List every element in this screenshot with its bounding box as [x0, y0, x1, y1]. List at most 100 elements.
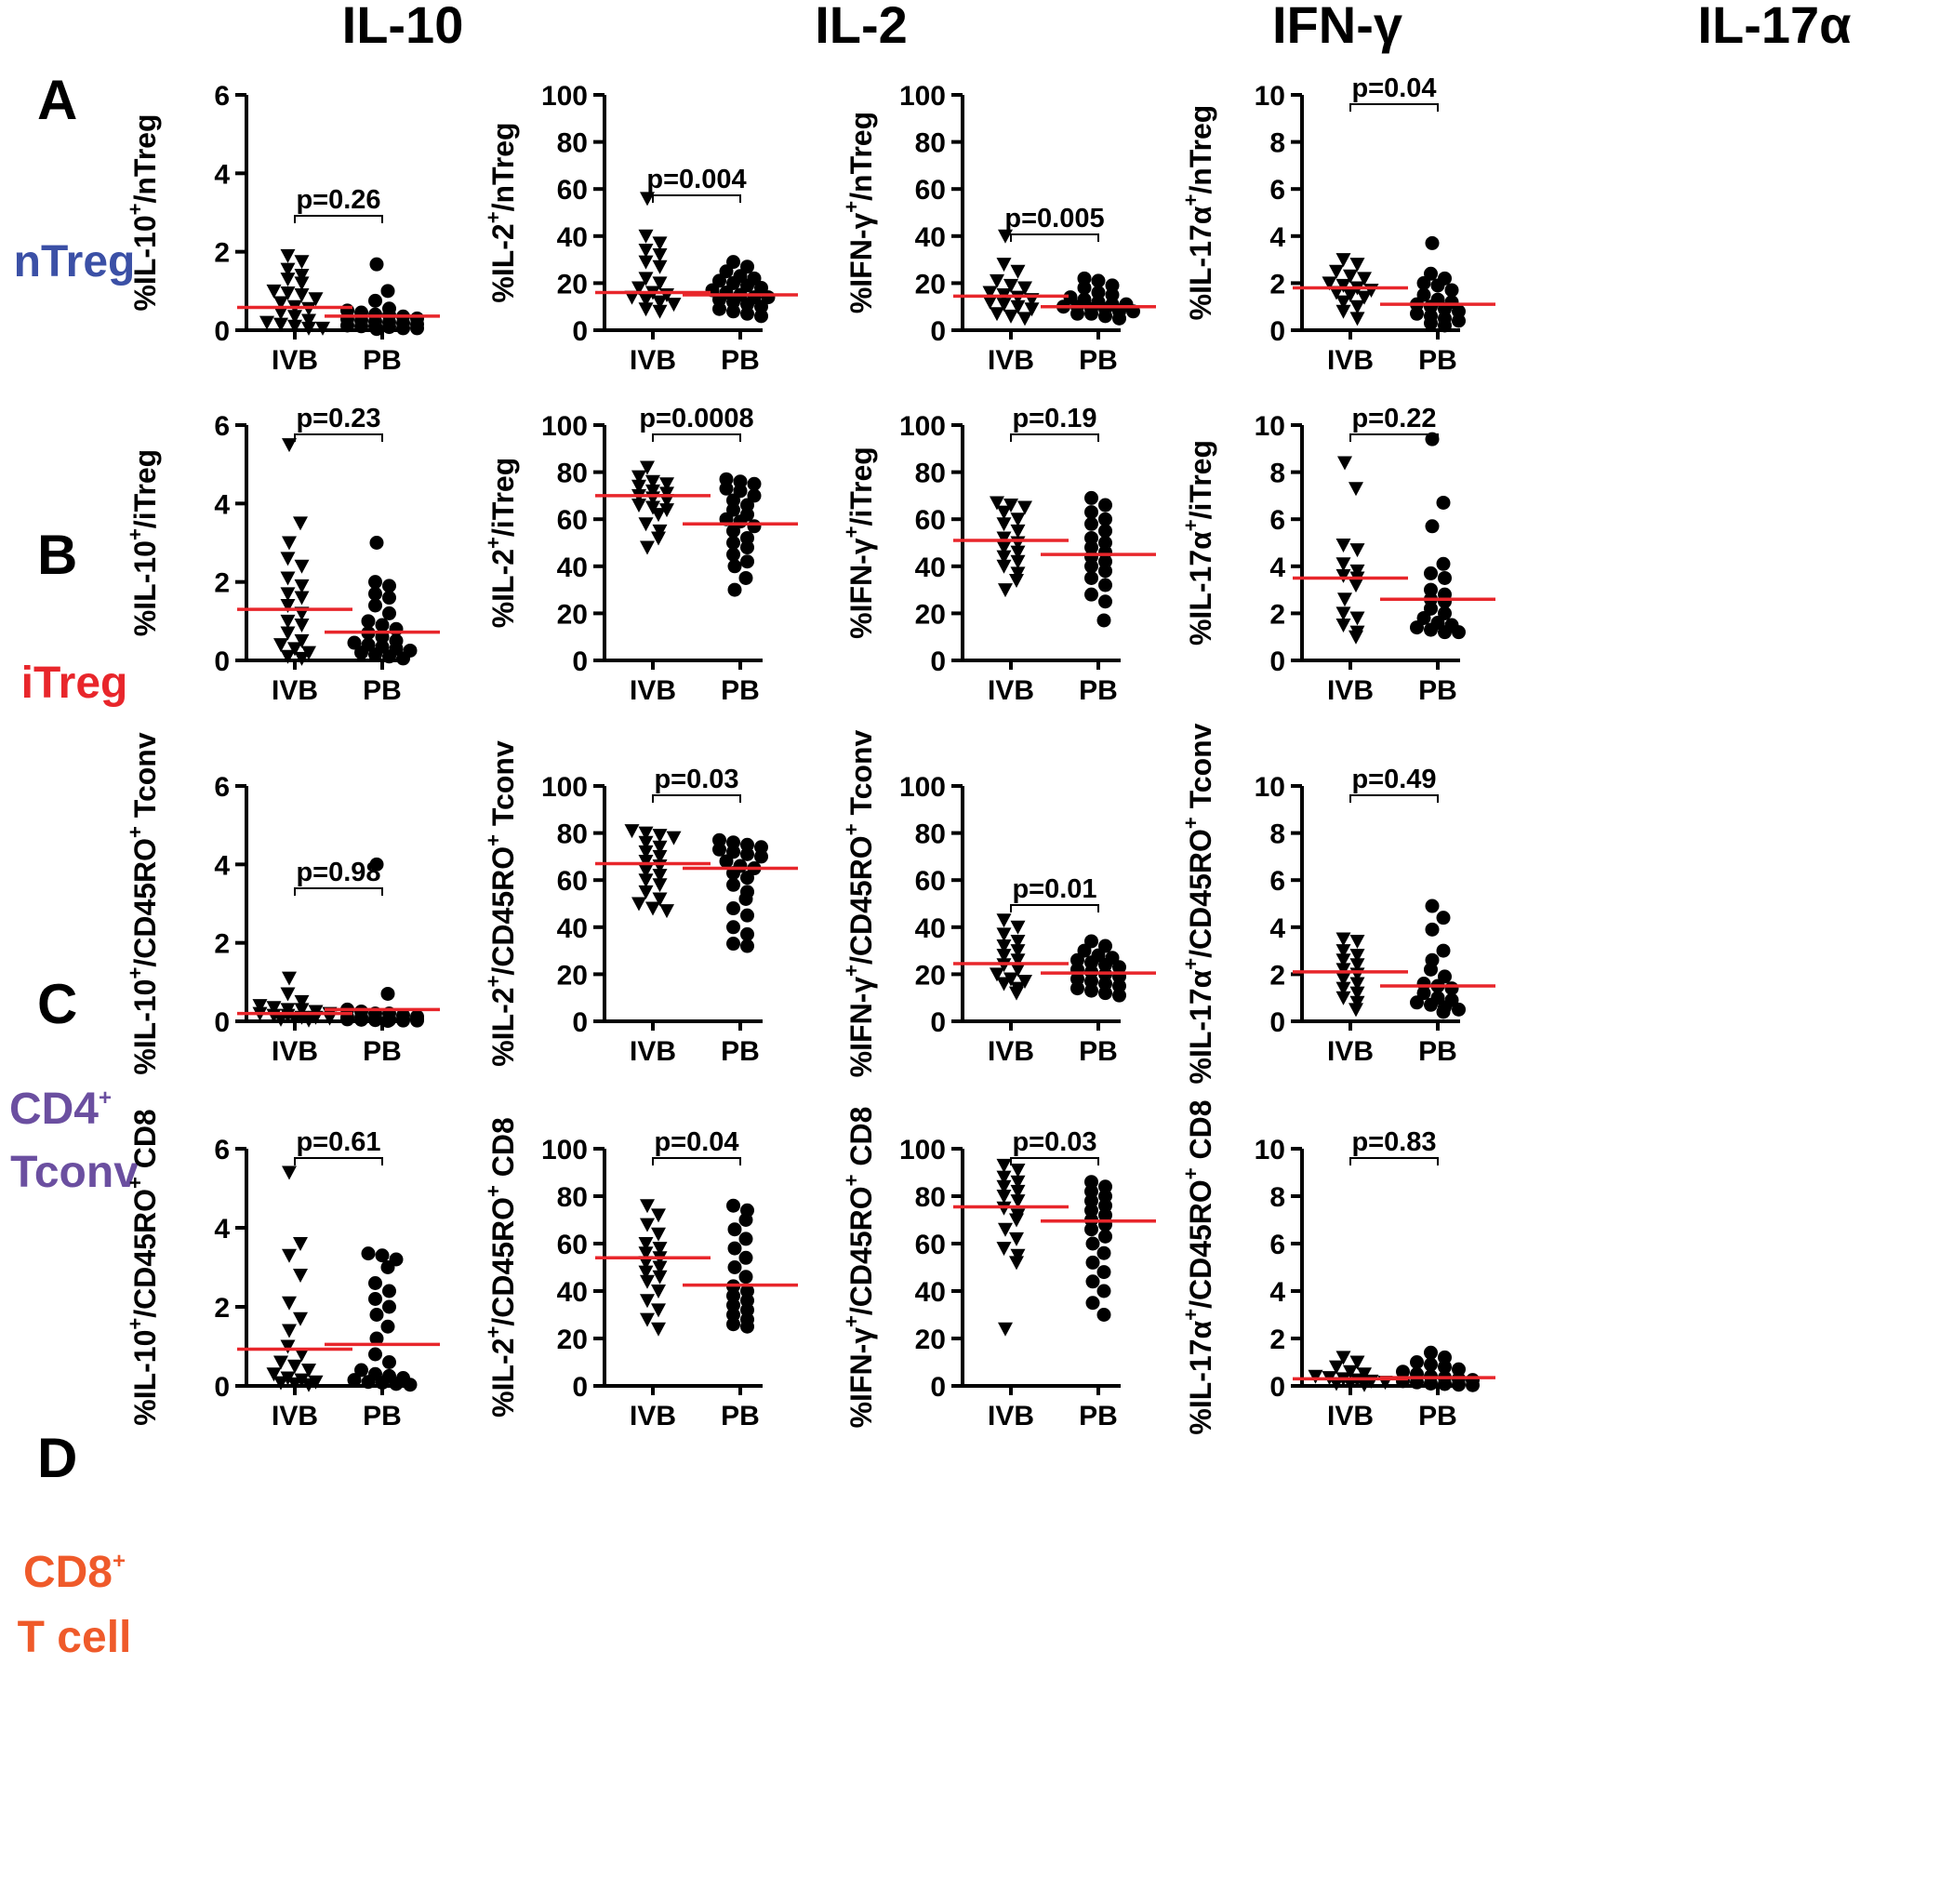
p-value-label: p=0.98: [296, 858, 380, 887]
pb-point: [1084, 490, 1098, 505]
ivb-point: [1009, 1213, 1024, 1228]
p-value-label: p=0.04: [1351, 73, 1436, 103]
ivb-point: [1024, 302, 1040, 317]
ivb-point: [990, 307, 1004, 322]
ivb-point: [1010, 1184, 1026, 1199]
y-tick-label: 100: [899, 81, 946, 112]
ivb-point: [651, 1285, 666, 1298]
y-tick-label: 4: [214, 850, 230, 881]
ivb-point: [659, 493, 674, 508]
ivb-point: [1010, 1163, 1026, 1178]
ivb-point: [996, 531, 1012, 546]
ivb-point: [1010, 944, 1026, 959]
ivb-point: [294, 288, 310, 303]
y-tick-label: 10: [1255, 411, 1285, 442]
row-letter-a: A: [37, 69, 77, 131]
ivb-point: [1010, 566, 1026, 581]
y-tick-label: 4: [1269, 913, 1285, 944]
ivb-point: [1349, 564, 1365, 579]
ivb-point: [301, 1378, 316, 1392]
y-tick-label: 20: [557, 599, 588, 630]
x-tick-label-ivb: IVB: [1327, 345, 1374, 376]
y-axis-label: %IL-10+/iTreg: [124, 449, 162, 636]
pb-point: [738, 570, 753, 585]
ivb-point: [294, 276, 310, 291]
row-label-tcell: T cell: [18, 1613, 132, 1662]
pb-point: [1452, 1378, 1466, 1392]
row-label-itreg: iTreg: [21, 659, 128, 708]
pb-point: [754, 849, 768, 864]
ivb-point: [652, 829, 668, 844]
panel-1-0: 0 2 4 6 IVB PB %IL-10+/iTreg p=0.23: [124, 404, 440, 706]
pb-point: [1424, 622, 1438, 637]
x-tick-label-pb: PB: [1079, 1401, 1118, 1431]
y-tick-label: 10: [1255, 81, 1285, 112]
pb-point: [1098, 1229, 1112, 1244]
pb-point: [1436, 556, 1451, 571]
panel-0-0: 0 2 4 6 IVB PB %IL-10+/nTreg p=0.26: [124, 81, 440, 376]
row-letter-d: D: [37, 1427, 77, 1489]
ivb-point: [280, 1371, 296, 1386]
pb-point: [1438, 625, 1452, 640]
pb-point: [740, 871, 754, 885]
ivb-point: [1010, 264, 1026, 279]
pb-point: [1424, 962, 1438, 977]
pb-point: [747, 519, 762, 534]
x-tick-label-pb: PB: [363, 345, 402, 376]
significance-bracket: [652, 1157, 741, 1165]
pb-point: [719, 481, 734, 496]
ivb-point: [982, 286, 998, 300]
ivb-point: [282, 1324, 297, 1338]
ivb-point: [1357, 1367, 1372, 1382]
pb-point: [726, 536, 740, 550]
pb-point: [1430, 278, 1445, 293]
ivb-point: [1349, 986, 1365, 1001]
pb-point: [1098, 512, 1112, 526]
ivb-point: [652, 1270, 668, 1285]
ivb-point: [996, 949, 1012, 964]
y-axis-label: %IFN-γ+/CD45RO+ Tconv: [840, 729, 878, 1077]
ivb-point: [638, 885, 654, 899]
x-tick-label-pb: PB: [721, 675, 760, 706]
y-tick-label: 6: [1269, 866, 1285, 897]
ivb-point: [1329, 1377, 1344, 1391]
pb-point: [369, 1331, 384, 1346]
y-tick-label: 0: [214, 646, 230, 677]
ivb-point: [301, 321, 316, 336]
panel-3-0: 0 2 4 6 IVB PB %IL-10+/CD45RO+ CD8 p=0.61: [124, 1109, 440, 1431]
ivb-point: [301, 1013, 316, 1028]
pb-point: [1098, 594, 1112, 609]
y-tick-label: 6: [214, 411, 230, 442]
ivb-point: [996, 939, 1012, 954]
x-tick-label-ivb: IVB: [272, 345, 318, 376]
y-tick-label: 40: [915, 1277, 946, 1308]
pb-point: [738, 1250, 753, 1265]
y-tick-label: 80: [557, 459, 588, 489]
ivb-point: [638, 826, 654, 841]
y-tick-label: 100: [899, 411, 946, 442]
pb-point: [1084, 516, 1098, 531]
ivb-point: [652, 524, 668, 539]
y-tick-label: 80: [557, 128, 588, 159]
pb-point: [1436, 943, 1451, 958]
y-tick-label: 2: [1269, 599, 1285, 630]
ivb-point: [1335, 557, 1351, 572]
ivb-point: [1010, 920, 1026, 935]
y-tick-label: 40: [557, 913, 588, 944]
ivb-point: [640, 1294, 655, 1309]
pb-point: [340, 1012, 354, 1027]
ivb-point: [1017, 312, 1032, 326]
ivb-point: [282, 438, 297, 453]
ivb-point: [651, 531, 666, 546]
ivb-point: [652, 1260, 668, 1275]
ivb-point: [1010, 554, 1026, 569]
ivb-point: [301, 301, 316, 316]
ivb-point: [640, 1199, 655, 1214]
y-tick-label: 0: [572, 646, 588, 677]
ivb-point: [293, 1237, 308, 1251]
ivb-point: [1349, 949, 1365, 964]
ivb-point: [301, 1364, 316, 1378]
x-tick-label-pb: PB: [1418, 345, 1457, 376]
ivb-point: [638, 1246, 654, 1261]
ivb-point: [638, 1265, 654, 1280]
